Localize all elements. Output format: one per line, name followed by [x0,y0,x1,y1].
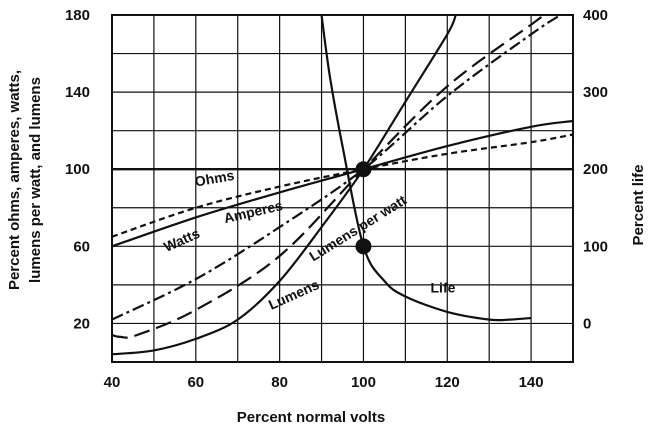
plot-frame [111,14,574,363]
y-left-tick-label: 140 [65,84,90,101]
data-point-marker [355,238,372,255]
series-line-watts [112,15,562,321]
series-line-lumens-per-watt [112,15,545,339]
y-right-tick-label: 0 [583,315,591,332]
x-tick-label: 40 [104,374,121,391]
y-left-tick-label: 100 [65,161,90,178]
series-line-lumens [112,15,457,356]
curve-label-amperes: Amperes [222,197,284,226]
grid [111,14,574,363]
x-tick-label: 120 [435,374,460,391]
curves [112,15,573,356]
y-right-tick-label: 100 [583,238,608,255]
y-right-tick-label: 400 [583,7,608,24]
x-axis-title: Percent normal volts [237,409,385,426]
x-tick-label: 60 [187,374,204,391]
y-left-tick-label: 20 [73,315,90,332]
data-point-marker [355,161,372,178]
markers [355,161,372,255]
y-left-tick-label: 180 [65,7,90,24]
y-right-tick-label: 300 [583,84,608,101]
x-tick-label: 100 [351,374,376,391]
series-line-life [320,15,532,322]
y-right-tick-label: 200 [583,161,608,178]
curve-label-ohms: Ohms [194,167,236,190]
y-axis-title-left-line2: lumens per watt, and lumens [27,77,44,283]
y-left-tick-label: 60 [73,238,90,255]
x-tick-label: 80 [271,374,288,391]
x-tick-label: 140 [519,374,544,391]
y-axis-title-right: Percent life [630,165,647,246]
y-axis-title-left-line1: Percent ohms, amperes, watts, [6,70,23,290]
curve-label-lumens: Lumens [266,276,322,313]
curve-label-life: Life [431,280,456,296]
tick-labels: 40 60 80 100 120 140 20 60 100 140 180 0 100 200 300 40… [65,7,608,391]
